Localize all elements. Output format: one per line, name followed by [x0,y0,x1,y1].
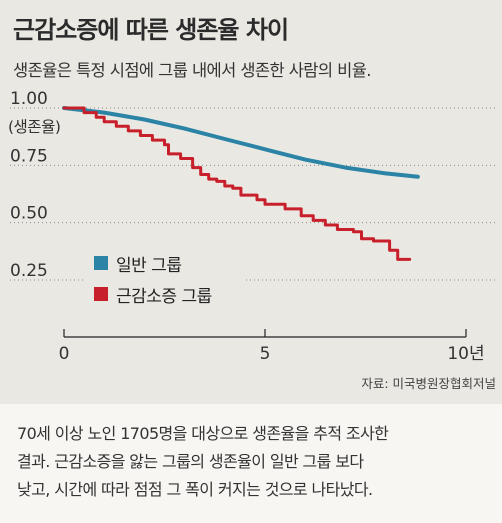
y-tick-label: 0.50 [10,204,48,224]
legend-item-sarcopenia: 근감소증 그룹 [94,283,212,307]
x-tick-label: 5 [260,344,271,364]
series-lines [62,106,420,261]
description-line: 70세 이상 노인 1705명을 대상으로 생존율을 추적 조사한 [17,424,389,443]
y-tick-label: 0.25 [10,261,48,281]
legend: 일반 그룹 근감소증 그룹 [84,240,244,316]
source-note: 자료: 미국병원장협회저널 [361,376,496,391]
series-line-0 [62,106,420,179]
y-axis-label: (생존율) [8,118,60,136]
chart-subtitle: 생존율은 특정 시점에 그룹 내에서 생존한 사람의 비율. [13,61,372,80]
description-line: 결과. 근감소증을 앓는 그룹의 생존율이 일반 그룹 보다 [17,452,364,471]
y-tick-label: 0.75 [10,146,48,166]
chart-title: 근감소증에 따른 생존율 차이 [13,16,289,44]
x-axis: 0 5 10년 [59,329,485,364]
x-tick-label: 0 [59,344,70,364]
legend-item-normal: 일반 그룹 [94,252,182,276]
y-tick-label: 1.00 [10,89,48,109]
y-tick-labels: 1.00 0.75 0.50 0.25 (생존율) [8,89,61,281]
description-box: 70세 이상 노인 1705명을 대상으로 생존율을 추적 조사한 결과. 근감… [0,404,502,523]
legend-swatch-normal [94,256,108,270]
legend-label-normal: 일반 그룹 [116,255,182,276]
legend-label-sarcopenia: 근감소증 그룹 [116,286,212,307]
description-line: 낮고, 시간에 따라 점점 그 폭이 커지는 것으로 나타났다. [17,480,373,499]
survival-chart: 1.00 0.75 0.50 0.25 (생존율) 0 5 10년 [8,89,497,364]
x-tick-label: 10년 [447,344,484,364]
legend-swatch-sarcopenia [94,287,108,301]
series-line-1 [62,106,412,261]
